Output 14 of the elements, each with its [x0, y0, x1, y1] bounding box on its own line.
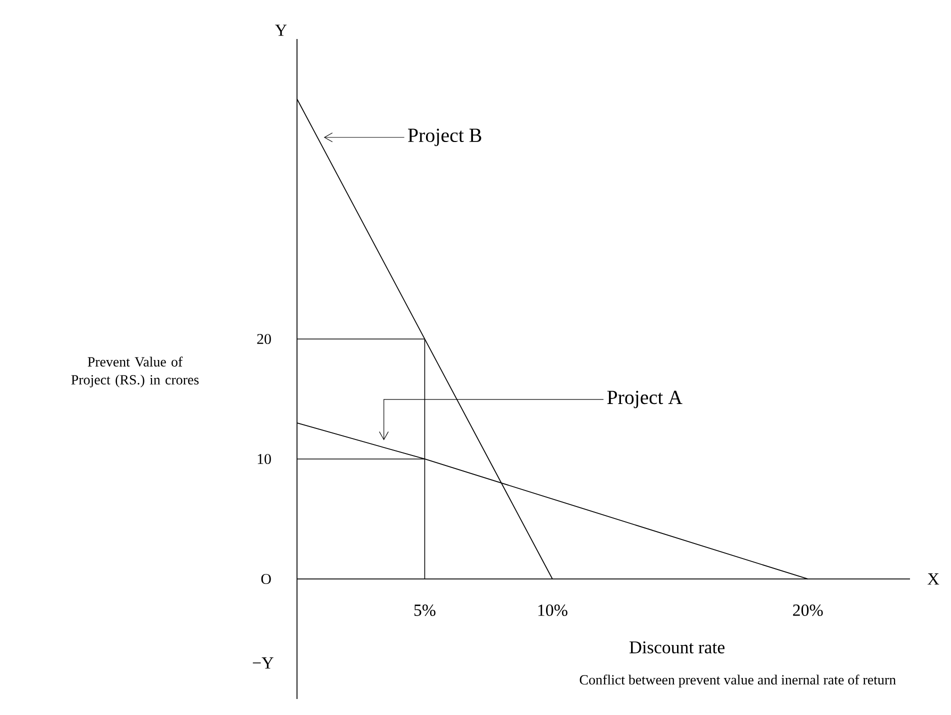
y-axis-title: Prevent Value of Project (RS.) in crores	[71, 356, 199, 388]
x-tick-label: 10%	[538, 604, 568, 616]
text: −Y	[252, 657, 274, 669]
x-tick-label: 20%	[793, 604, 823, 616]
text: Project A	[607, 390, 682, 408]
x-axis-title: Discount rate	[630, 641, 724, 654]
y-tick-label: O	[261, 574, 271, 584]
annotation: Conflict between prevent value and inernal rate of return	[580, 674, 896, 688]
text: X	[928, 573, 940, 585]
text: Y	[275, 24, 287, 36]
x-tick-label: 5%	[414, 604, 436, 616]
y-tick-label: 10	[258, 454, 271, 464]
y-tick-label: 20	[257, 334, 271, 344]
legend-label: Project B	[408, 128, 482, 146]
